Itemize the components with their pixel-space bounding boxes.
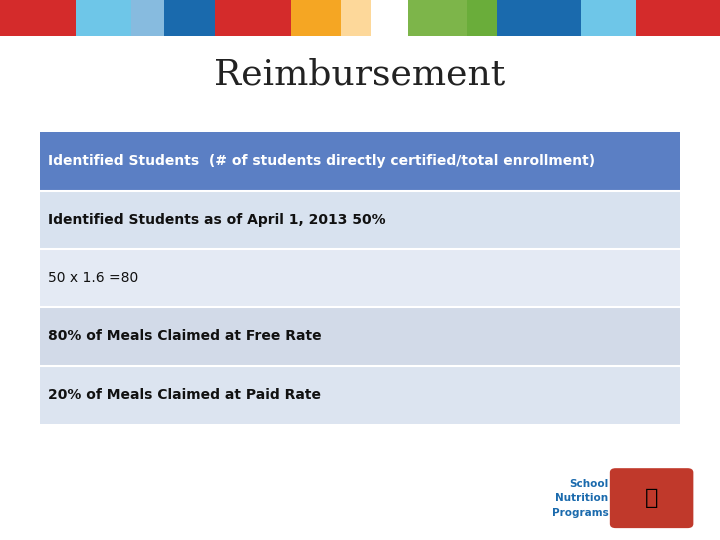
Text: 🍎: 🍎 [645, 488, 658, 508]
Text: 80% of Meals Claimed at Free Rate: 80% of Meals Claimed at Free Rate [48, 329, 322, 343]
Bar [467, 0, 497, 36]
Bar [0, 0, 76, 36]
Bar [497, 0, 531, 36]
Bar [371, 0, 408, 36]
Text: Nutrition: Nutrition [555, 493, 608, 503]
Bar [40, 132, 680, 191]
Bar [40, 249, 680, 307]
Text: 20% of Meals Claimed at Paid Rate: 20% of Meals Claimed at Paid Rate [48, 388, 321, 402]
Bar [164, 0, 215, 36]
Bar [636, 0, 720, 36]
Text: Programs: Programs [552, 508, 608, 517]
Bar [291, 0, 341, 36]
Bar [341, 0, 371, 36]
Bar [40, 307, 680, 366]
FancyBboxPatch shape [610, 468, 693, 528]
Text: 50 x 1.6 =80: 50 x 1.6 =80 [48, 271, 138, 285]
Text: Identified Students  (# of students directly certified/total enrollment): Identified Students (# of students direc… [48, 154, 595, 168]
Text: School: School [569, 479, 608, 489]
Bar [76, 0, 130, 36]
Bar [40, 366, 680, 424]
Bar [130, 0, 164, 36]
Bar [408, 0, 467, 36]
Bar [215, 0, 291, 36]
Bar [40, 191, 680, 249]
Bar [581, 0, 636, 36]
Text: Identified Students as of April 1, 2013 50%: Identified Students as of April 1, 2013 … [48, 213, 386, 227]
Text: Reimbursement: Reimbursement [215, 58, 505, 91]
Bar [531, 0, 581, 36]
